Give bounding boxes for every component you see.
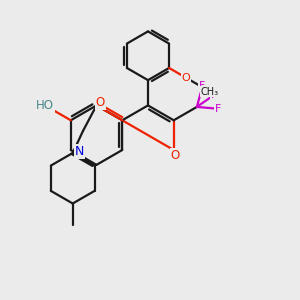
Text: O: O bbox=[96, 96, 105, 109]
Text: HO: HO bbox=[36, 99, 54, 112]
Text: F: F bbox=[199, 81, 206, 91]
Text: CH₃: CH₃ bbox=[201, 87, 219, 97]
Text: O: O bbox=[182, 73, 190, 82]
Text: O: O bbox=[171, 149, 180, 162]
Text: F: F bbox=[215, 104, 221, 114]
Text: F: F bbox=[211, 90, 218, 100]
Text: N: N bbox=[75, 145, 84, 158]
